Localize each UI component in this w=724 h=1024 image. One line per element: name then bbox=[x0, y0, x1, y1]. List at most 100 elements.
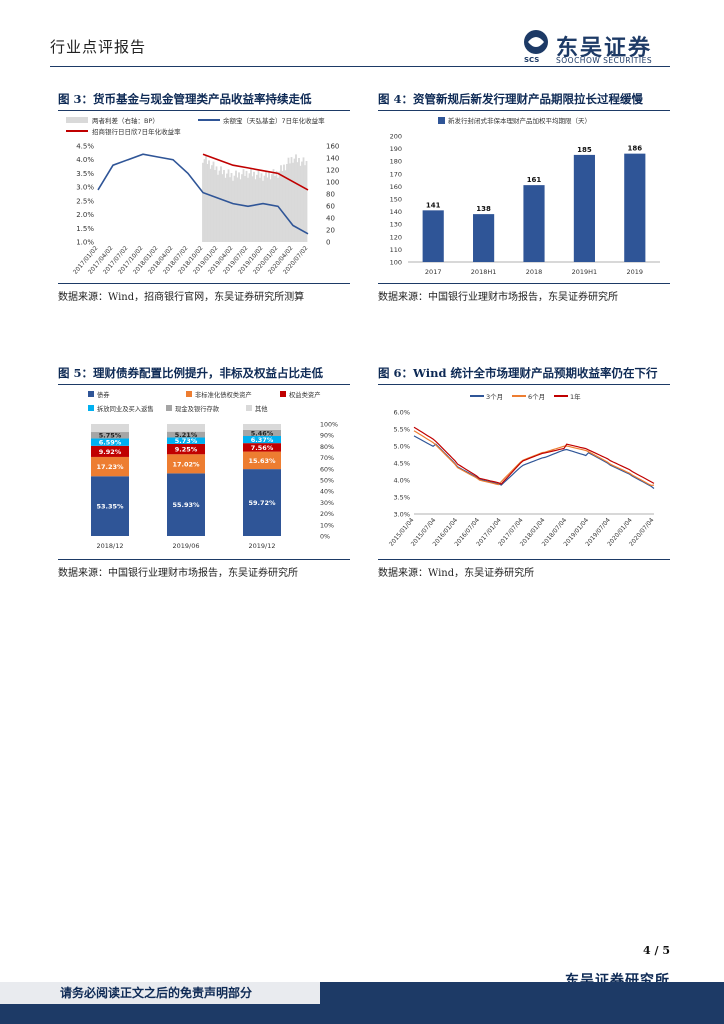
fig5-bar-segment bbox=[243, 451, 281, 470]
fig3-title: 图 3：货币基金与现金管理类产品收益率持续走低 bbox=[58, 92, 312, 106]
fig5-bar-label: 9.25% bbox=[175, 446, 198, 454]
fig3-spread-bar bbox=[269, 179, 272, 242]
fig3-spread-bar bbox=[302, 157, 305, 242]
fig5-legend-swatch bbox=[88, 405, 94, 411]
fig4-x-tick: 2018 bbox=[526, 268, 543, 276]
fig4-bar-label: 141 bbox=[426, 201, 441, 209]
fig3-left-tick: 4.5% bbox=[76, 143, 94, 151]
fig5-bar-label: 9.92% bbox=[99, 448, 122, 456]
fig6-title: 图 6：Wind 统计全市场理财产品预期收益率仍在下行 bbox=[378, 366, 658, 380]
fig5-legend-swatch bbox=[246, 405, 252, 411]
fig4-top-rule bbox=[378, 110, 670, 111]
fig3-left-tick: 1.0% bbox=[76, 239, 94, 247]
page-number: 4 / 5 bbox=[643, 944, 670, 957]
fig3-spread-bar bbox=[293, 158, 296, 242]
fig6-legend-item: 1年 bbox=[570, 392, 581, 401]
fig3-spread-bar bbox=[247, 177, 249, 242]
fig5-legend-item: 权益类资产 bbox=[289, 390, 320, 399]
fig3-spread-bar bbox=[254, 179, 257, 242]
fig6-y-tick: 6.0% bbox=[393, 409, 410, 417]
fig3-spread-bar bbox=[215, 166, 218, 242]
logo-graphic: SCS bbox=[524, 30, 548, 64]
fig3-spread-bar bbox=[253, 171, 255, 242]
fig3-cmb-line bbox=[202, 153, 309, 191]
fig4-plot: 200 190 180 170 160 150 140 130 120 110 100 141 2017… bbox=[390, 133, 660, 276]
fig3-spread-bar bbox=[277, 177, 279, 242]
fig6-legend-item: 3个月 bbox=[486, 393, 503, 401]
fig3-legend-spread: 两者利差（右轴：BP） bbox=[92, 116, 159, 125]
fig3-spread-bar bbox=[265, 170, 267, 242]
fig5-source: 数据来源：中国银行业理财市场报告，东吴证券研究所 bbox=[58, 568, 298, 579]
fig3-spread-bar bbox=[292, 162, 294, 242]
fig5-bar-segment bbox=[243, 443, 281, 452]
fig4-y-tick: 150 bbox=[390, 196, 402, 204]
fig5-y-tick: 60% bbox=[320, 466, 334, 473]
fig5-bottom-rule bbox=[58, 559, 350, 560]
fig3-spread-bar bbox=[259, 177, 261, 242]
fig5-bar-segment bbox=[243, 424, 281, 430]
fig4-bar-label: 161 bbox=[527, 176, 542, 184]
fig4-legend: 新发行封闭式非保本理财产品加权平均期限（天） bbox=[448, 116, 591, 125]
fig3-top-rule bbox=[58, 110, 350, 111]
fig3-spread-bar bbox=[304, 165, 306, 242]
fig5-bar-segment bbox=[91, 476, 129, 536]
fig5-bar-label: 53.35% bbox=[96, 503, 124, 511]
fig5-plot: 100% 90% 80% 70% 60% 50% 40% 30% 20% 10% 0% 53.35% 1… bbox=[91, 422, 338, 550]
fig3-spread-bar bbox=[301, 161, 303, 242]
fig3-plot: 4.5% 4.0% 3.5% 3.0% 2.5% 2.0% 1.5% 1.0% 160 140 12… bbox=[72, 143, 339, 276]
fig4-y-tick: 100 bbox=[390, 259, 402, 267]
fig5-bar-label: 5.46% bbox=[251, 429, 274, 437]
fig3-bottom-rule bbox=[58, 283, 350, 284]
fig3-spread-bar bbox=[284, 170, 287, 242]
fig3-spread-bar bbox=[238, 172, 240, 242]
fig4-x-tick: 2019 bbox=[627, 268, 644, 276]
fig5-bar-label: 15.63% bbox=[248, 457, 276, 465]
fig5-x-tick: 2019/12 bbox=[248, 542, 275, 550]
fig5-x-tick: 2019/06 bbox=[172, 542, 199, 550]
fig5-bar-segment bbox=[243, 429, 281, 437]
fig5-legend-item: 其他 bbox=[255, 404, 268, 413]
logo-abbr: SCS bbox=[524, 56, 539, 64]
fig5-legend-swatch bbox=[186, 391, 192, 397]
fig5-y-tick: 50% bbox=[320, 478, 334, 485]
fig6-top-rule bbox=[378, 384, 670, 385]
fig5-legend-item: 拆放同业及买入返售 bbox=[97, 404, 154, 413]
fig5-bar-segment bbox=[91, 432, 129, 439]
fig5-bar-segment bbox=[167, 431, 205, 438]
fig6-bottom-rule bbox=[378, 559, 670, 560]
fig3-spread-bar bbox=[230, 173, 233, 242]
logo-en-text: SOOCHOW SECURITIES bbox=[556, 56, 653, 65]
fig5-legend-swatch bbox=[280, 391, 286, 397]
fig5-bar-segment bbox=[167, 454, 205, 474]
fig3-spread-bar bbox=[232, 180, 234, 242]
fig3-spread-bar bbox=[208, 160, 210, 242]
fig6-y-tick: 4.0% bbox=[393, 477, 410, 485]
fig3-spread-bar bbox=[271, 174, 273, 242]
fig3-spread-bar bbox=[202, 162, 204, 242]
fig6-line-0 bbox=[413, 435, 655, 489]
fig3-spread-bar bbox=[286, 164, 288, 242]
fig3-spread-bar bbox=[217, 174, 219, 242]
fig4-x-tick: 2018H1 bbox=[471, 268, 497, 276]
fig3-spread-bar bbox=[298, 158, 300, 242]
fig5-bar-label: 6.37% bbox=[251, 436, 274, 444]
fig4-title: 图 4：资管新规后新发行理财产品期限拉长过程缓慢 bbox=[378, 92, 644, 106]
fig5-bar-label: 17.23% bbox=[96, 463, 124, 471]
fig3-right-tick: 20 bbox=[326, 227, 335, 235]
fig3-spread-bar bbox=[289, 163, 291, 242]
fig5-bar-segment bbox=[243, 469, 281, 536]
fig3-spread-bar bbox=[268, 172, 270, 242]
fig4-y-tick: 110 bbox=[390, 246, 402, 254]
fig4-bar bbox=[523, 185, 545, 262]
fig3-spread-bar bbox=[223, 170, 225, 242]
fig5-bar-label: 17.02% bbox=[172, 460, 200, 468]
fig4-bar-label: 185 bbox=[577, 146, 592, 154]
fig4-y-tick: 120 bbox=[390, 233, 402, 241]
fig4-bar bbox=[422, 210, 444, 262]
fig4-y-tick: 140 bbox=[390, 208, 402, 216]
disclaimer-note: 请务必阅读正文之后的免责声明部分 bbox=[60, 986, 253, 1000]
fig6-line-2 bbox=[413, 426, 655, 485]
fig3-chart: 两者利差（右轴：BP） 余额宝（天弘基金）7日年化收益率 招商银行日日欣7日年化… bbox=[66, 116, 339, 276]
fig5-y-tick: 10% bbox=[320, 522, 334, 529]
fig3-spread-bar bbox=[235, 170, 237, 242]
